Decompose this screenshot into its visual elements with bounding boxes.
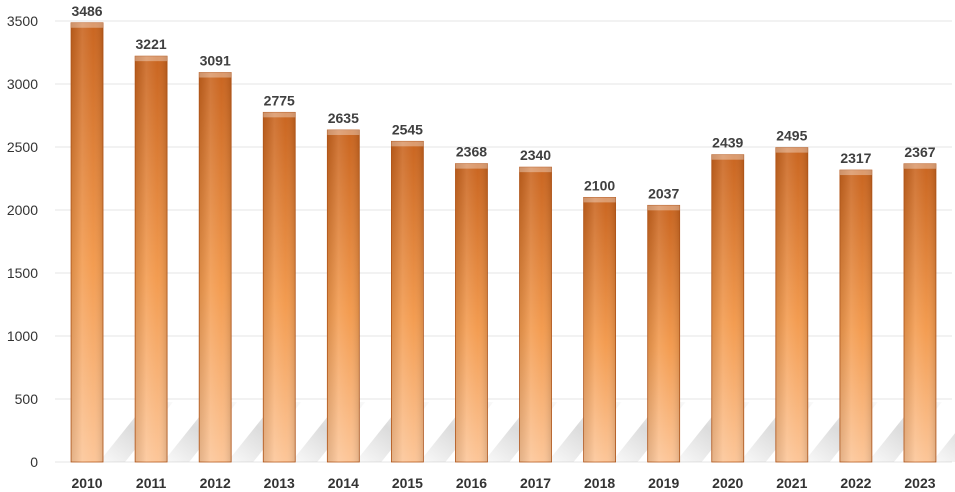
- bar-highlight: [263, 112, 296, 462]
- bar-highlight: [455, 163, 488, 462]
- x-tick-label: 2014: [328, 475, 359, 491]
- y-tick-label: 3000: [7, 76, 38, 92]
- data-label: 2545: [392, 121, 423, 137]
- bars: [70, 22, 937, 463]
- bar-cap: [71, 22, 104, 28]
- bar-cap: [583, 197, 616, 203]
- bar-cap: [839, 170, 872, 176]
- y-tick-label: 2000: [7, 202, 38, 218]
- x-axis-ticks: 2010 2011 2012 2013 2014 2015 2016 2017 2018 2019…: [71, 475, 935, 491]
- data-label: 2367: [904, 144, 935, 160]
- y-tick-label: 0: [30, 454, 38, 470]
- data-label: 2439: [712, 135, 743, 151]
- bar-shadow: [931, 433, 955, 462]
- bar-highlight: [391, 141, 424, 462]
- bar-cap: [135, 56, 168, 62]
- data-label: 2495: [776, 128, 807, 144]
- x-tick-label: 2011: [136, 475, 167, 491]
- y-tick-label: 3500: [7, 13, 38, 29]
- bar-highlight: [519, 167, 552, 462]
- gridlines: [55, 20, 952, 463]
- data-label: 3486: [71, 3, 102, 19]
- bar-cap: [775, 147, 808, 153]
- y-tick-label: 1500: [7, 265, 38, 281]
- bar-cap: [263, 112, 296, 118]
- bar-cap: [903, 163, 936, 169]
- x-tick-label: 2018: [584, 475, 615, 491]
- bar-highlight: [903, 163, 936, 462]
- bar-cap: [391, 141, 424, 147]
- y-tick-label: 500: [15, 391, 39, 407]
- data-label: 3091: [200, 53, 231, 69]
- data-label: 2100: [584, 177, 615, 193]
- data-label: 2775: [264, 92, 295, 108]
- bar-cap: [711, 154, 744, 160]
- x-tick-label: 2013: [264, 475, 295, 491]
- bar-highlight: [71, 22, 104, 462]
- x-tick-label: 2020: [712, 475, 743, 491]
- data-label: 3221: [136, 36, 167, 52]
- bar-cap: [647, 205, 680, 211]
- bar-highlight: [327, 129, 360, 463]
- y-tick-label: 2500: [7, 139, 38, 155]
- bar-highlight: [583, 197, 616, 462]
- data-label: 2037: [648, 185, 679, 201]
- y-axis-ticks: 0 500 1000 1500 2000 2500 3000 3500: [7, 13, 38, 470]
- bar-cap: [519, 167, 552, 173]
- bar-cap: [199, 72, 232, 78]
- bar-cap: [327, 129, 360, 135]
- bar-highlight: [775, 147, 808, 462]
- x-tick-label: 2019: [648, 475, 679, 491]
- x-tick-label: 2022: [840, 475, 871, 491]
- data-labels: 3486 3221 3091 2775 2635 2545 2368 2340 2100 2037…: [71, 3, 935, 202]
- data-label: 2317: [840, 150, 871, 166]
- bar-highlight: [711, 154, 744, 462]
- y-tick-label: 1000: [7, 328, 38, 344]
- x-tick-label: 2016: [456, 475, 487, 491]
- x-tick-label: 2012: [200, 475, 231, 491]
- bar-highlight: [647, 205, 680, 462]
- x-tick-label: 2021: [776, 475, 807, 491]
- bar-highlight: [199, 72, 232, 462]
- data-label: 2635: [328, 110, 359, 126]
- bar-highlight: [839, 170, 872, 463]
- x-tick-label: 2017: [520, 475, 551, 491]
- data-label: 2340: [520, 147, 551, 163]
- x-tick-label: 2015: [392, 475, 423, 491]
- bar-cap: [455, 163, 488, 169]
- bar-highlight: [135, 56, 168, 463]
- x-tick-label: 2010: [71, 475, 102, 491]
- data-label: 2368: [456, 144, 487, 160]
- x-tick-label: 2023: [904, 475, 935, 491]
